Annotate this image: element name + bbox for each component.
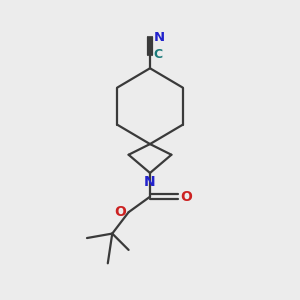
Text: N: N — [154, 31, 165, 44]
Text: C: C — [154, 48, 163, 62]
Text: O: O — [114, 205, 126, 219]
Text: O: O — [180, 190, 192, 204]
Text: N: N — [144, 175, 156, 189]
